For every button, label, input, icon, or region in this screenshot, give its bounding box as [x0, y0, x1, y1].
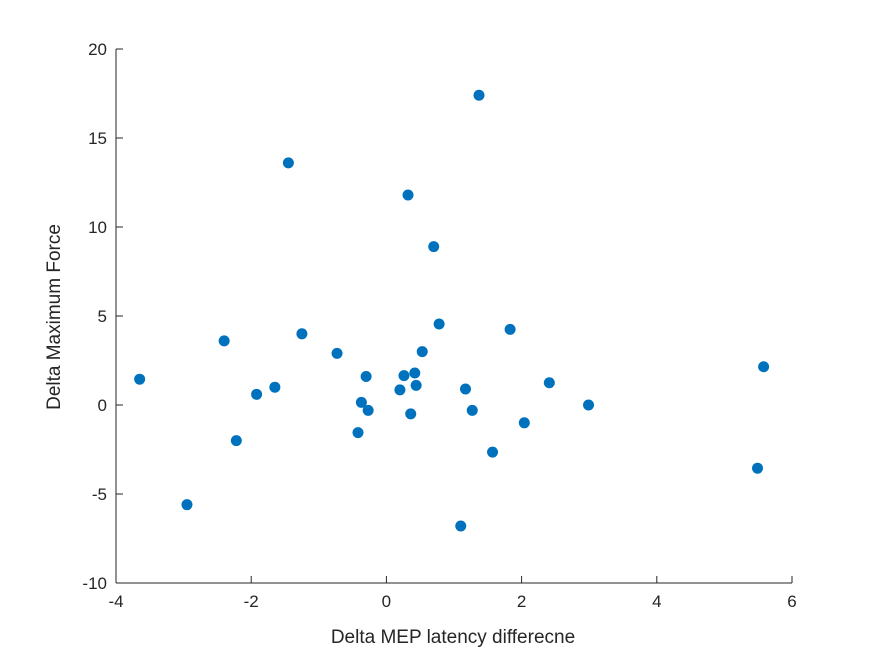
data-points — [134, 89, 770, 532]
data-point — [543, 377, 555, 389]
data-point — [428, 241, 440, 253]
y-tick-label: 0 — [98, 396, 107, 415]
data-point — [331, 347, 343, 359]
data-point — [758, 361, 770, 373]
data-point — [352, 427, 364, 439]
data-point — [218, 335, 230, 347]
y-axis-title: Delta Maximum Force — [44, 224, 65, 410]
data-point — [583, 399, 595, 411]
data-point — [181, 499, 193, 511]
x-tick-label: 4 — [652, 592, 661, 611]
data-point — [360, 371, 372, 383]
data-point — [355, 396, 367, 408]
y-tick-label: 15 — [88, 129, 107, 148]
data-point — [752, 462, 764, 474]
x-tick-label: -2 — [244, 592, 259, 611]
data-point — [394, 384, 406, 396]
data-point — [282, 157, 294, 169]
data-point — [416, 346, 428, 358]
y-tick-label: -5 — [92, 485, 107, 504]
x-tick-label: 2 — [517, 592, 526, 611]
data-point — [466, 404, 478, 416]
data-point — [455, 520, 467, 532]
y-tick-label: 20 — [88, 40, 107, 59]
data-point — [504, 323, 516, 335]
data-point — [473, 89, 485, 101]
x-tick-label: -4 — [108, 592, 123, 611]
data-point — [230, 435, 242, 447]
data-point — [433, 318, 445, 330]
x-tick-label: 0 — [382, 592, 391, 611]
y-tick-label: -10 — [82, 574, 107, 593]
data-point — [296, 328, 308, 340]
data-point — [487, 446, 499, 458]
data-point — [134, 373, 146, 385]
data-point — [518, 417, 530, 429]
data-point — [251, 388, 263, 400]
data-point — [362, 404, 374, 416]
x-axis-title: Delta MEP latency differecne — [331, 627, 575, 648]
axes: -4 -2 0 2 4 6 -10 -5 0 5 10 15 20 — [82, 40, 796, 611]
data-point — [459, 383, 471, 395]
data-point — [405, 408, 417, 420]
x-tick-label: 6 — [787, 592, 796, 611]
y-tick-label: 10 — [88, 218, 107, 237]
data-point — [402, 189, 414, 201]
y-tick-label: 5 — [98, 307, 107, 326]
data-point — [409, 367, 421, 379]
data-point — [398, 370, 410, 382]
axis-labels: Delta MEP latency differecne Delta Maxim… — [44, 224, 575, 648]
data-point — [410, 379, 422, 391]
data-point — [269, 381, 281, 393]
